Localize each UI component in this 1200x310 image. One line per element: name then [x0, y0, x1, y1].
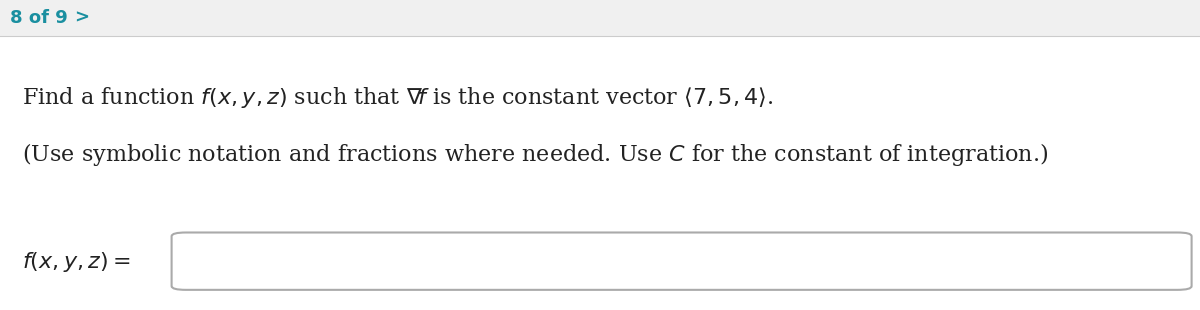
FancyBboxPatch shape: [0, 36, 1200, 310]
FancyBboxPatch shape: [172, 232, 1192, 290]
Text: $f(x, y, z) =$: $f(x, y, z) =$: [22, 250, 131, 274]
Text: 8 of 9: 8 of 9: [10, 9, 67, 27]
FancyBboxPatch shape: [0, 0, 1200, 36]
Text: >: >: [74, 9, 90, 27]
Text: (Use symbolic notation and fractions where needed. Use $C$ for the constant of i: (Use symbolic notation and fractions whe…: [22, 141, 1048, 169]
Text: Find a function $f(x, y, z)$ such that $\nabla\!f$ is the constant vector $\lang: Find a function $f(x, y, z)$ such that $…: [22, 85, 773, 110]
